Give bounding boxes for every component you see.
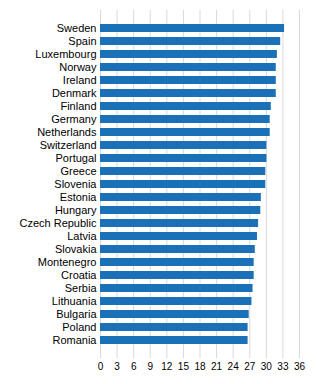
svg-text:Luxembourg: Luxembourg [35,48,96,60]
svg-text:Croatia: Croatia [61,269,97,281]
svg-text:Greece: Greece [60,165,96,177]
svg-text:Germany: Germany [51,113,97,125]
svg-text:0: 0 [98,361,104,372]
svg-text:3: 3 [114,361,120,372]
svg-text:Romania: Romania [52,334,97,346]
svg-text:Serbia: Serbia [65,282,98,294]
svg-text:24: 24 [228,361,240,372]
svg-text:36: 36 [294,361,306,372]
svg-text:18: 18 [194,361,206,372]
svg-text:Lithuania: Lithuania [52,295,98,307]
svg-text:30: 30 [261,361,273,372]
svg-text:Sweden: Sweden [57,22,97,34]
svg-text:Hungary: Hungary [55,204,97,216]
svg-text:15: 15 [178,361,190,372]
svg-text:Ireland: Ireland [63,74,97,86]
svg-text:Spain: Spain [68,35,96,47]
svg-text:Denmark: Denmark [52,87,97,99]
svg-text:12: 12 [161,361,173,372]
svg-text:Netherlands: Netherlands [37,126,97,138]
svg-text:Poland: Poland [62,321,96,333]
svg-text:Latvia: Latvia [67,230,97,242]
svg-text:Estonia: Estonia [60,191,98,203]
svg-text:6: 6 [131,361,137,372]
svg-text:Bulgaria: Bulgaria [56,308,97,320]
svg-text:Switzerland: Switzerland [40,139,97,151]
svg-text:33: 33 [277,361,289,372]
svg-text:21: 21 [211,361,223,372]
svg-text:Portugal: Portugal [56,152,97,164]
svg-text:Slovenia: Slovenia [54,178,97,190]
svg-text:Slovakia: Slovakia [55,243,97,255]
svg-text:Montenegro: Montenegro [38,256,97,268]
svg-text:27: 27 [244,361,256,372]
svg-text:Finland: Finland [60,100,96,112]
svg-text:Czech Republic: Czech Republic [19,217,97,229]
svg-text:9: 9 [147,361,153,372]
svg-text:Norway: Norway [59,61,97,73]
